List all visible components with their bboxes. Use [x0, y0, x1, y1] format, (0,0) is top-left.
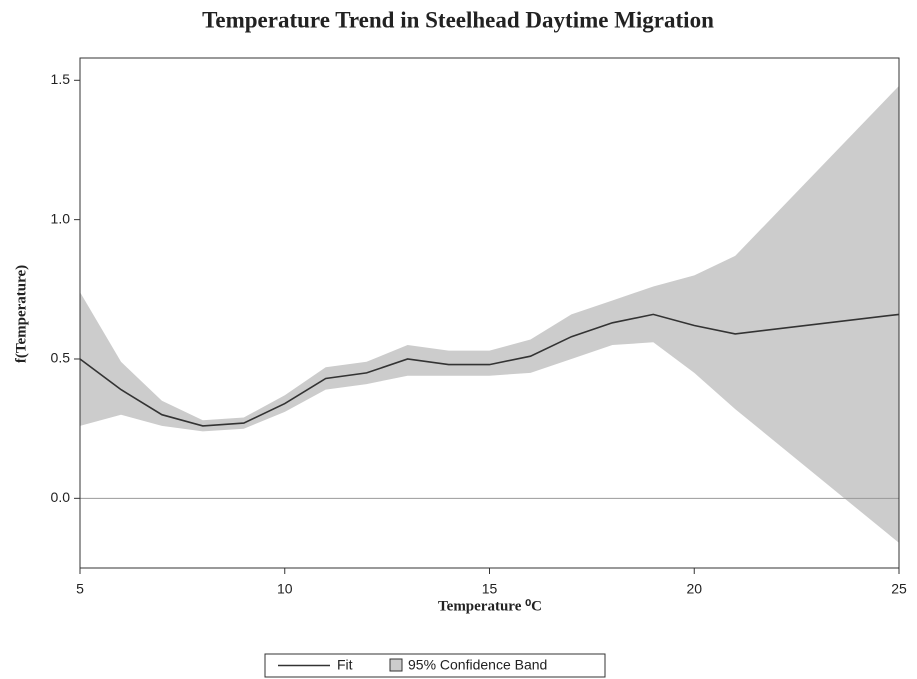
- legend-box: [264, 653, 606, 678]
- legend-label: Fit: [337, 657, 353, 673]
- y-tick-label: 0.5: [51, 350, 71, 366]
- fit-line: [79, 313, 900, 427]
- x-axis-label: Temperature ⁰C: [438, 598, 542, 614]
- y-tick-label: 1.5: [51, 71, 71, 87]
- legend-label: 95% Confidence Band: [408, 657, 547, 673]
- x-tick-label: 5: [76, 581, 84, 597]
- x-tick-label: 10: [277, 581, 293, 597]
- y-tick-label: 1.0: [51, 210, 71, 226]
- legend-band-swatch: [389, 658, 403, 672]
- x-tick-label: 15: [482, 581, 498, 597]
- chart-title: Temperature Trend in Steelhead Daytime M…: [202, 7, 714, 32]
- confidence-band: [80, 85, 899, 543]
- x-tick-label: 25: [891, 581, 907, 597]
- x-tick-label: 20: [686, 581, 702, 597]
- y-axis-label: f(Temperature): [13, 265, 29, 363]
- y-tick-label: 0.0: [51, 489, 71, 505]
